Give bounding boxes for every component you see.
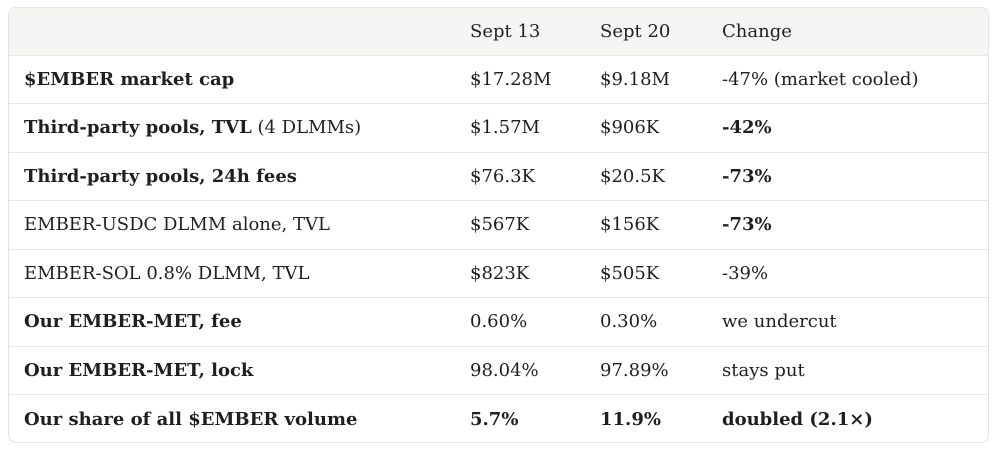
header-sept13: Sept 13 xyxy=(470,20,541,42)
cell-change: we undercut xyxy=(722,311,837,333)
table-row: Third-party pools, 24h fees $76.3K $20.5K -… xyxy=(9,152,988,201)
comparison-table-card: Sept 13 Sept 20 Change $EMBER market cap… xyxy=(8,7,989,443)
table-row: EMBER-USDC DLMM alone, TVL $567K $156K -73% xyxy=(9,200,988,250)
cell-metric: Our EMBER-MET, lock xyxy=(9,346,454,395)
metric-label: Third-party pools, 24h fees xyxy=(24,165,297,187)
metric-suffix: (4 DLMMs) xyxy=(251,117,362,139)
metric-label: EMBER-SOL 0.8% DLMM, TVL xyxy=(24,262,310,284)
cell-sept13: $17.28M xyxy=(470,68,552,90)
cell-sept13: $1.57M xyxy=(470,117,540,139)
cell-sept20: $505K xyxy=(600,262,660,284)
cell-change: -42% xyxy=(722,117,772,139)
cell-sept20: 97.89% xyxy=(600,359,669,381)
cell-sept13: $567K xyxy=(470,214,530,236)
table-body: $EMBER market cap $17.28M $9.18M -47% (mark… xyxy=(9,55,988,443)
metric-label: Third-party pools, TVL xyxy=(24,117,252,139)
cell-metric: EMBER-USDC DLMM alone, TVL xyxy=(9,201,454,250)
cell-sept13: 98.04% xyxy=(470,359,539,381)
cell-metric: Third-party pools, TVL (4 DLMMs) xyxy=(9,104,454,153)
cell-sept20: $9.18M xyxy=(600,68,670,90)
cell-change: -39% xyxy=(722,262,769,284)
cell-sept13: $823K xyxy=(470,262,530,284)
header-sept20: Sept 20 xyxy=(600,20,671,42)
header-metric xyxy=(9,8,454,55)
table-row: Our share of all $EMBER volume 5.7% 11.9% d… xyxy=(9,394,988,443)
cell-sept20: 0.30% xyxy=(600,311,658,333)
cell-change: -73% xyxy=(722,214,772,236)
cell-metric: Our EMBER-MET, fee xyxy=(9,298,454,347)
cell-metric: $EMBER market cap xyxy=(9,55,454,104)
table-header-row: Sept 13 Sept 20 Change xyxy=(9,8,988,55)
header-change: Change xyxy=(722,20,792,42)
cell-change: -73% xyxy=(722,165,772,187)
cell-sept20: $906K xyxy=(600,117,660,139)
metric-label: EMBER-USDC DLMM alone, TVL xyxy=(24,214,330,236)
cell-sept20: 11.9% xyxy=(600,408,661,430)
cell-sept20: $20.5K xyxy=(600,165,665,187)
metric-label: Our EMBER-MET, fee xyxy=(24,311,242,333)
metric-label: $EMBER market cap xyxy=(24,68,235,90)
cell-sept13: 5.7% xyxy=(470,408,519,430)
cell-change: stays put xyxy=(722,359,805,381)
comparison-table: Sept 13 Sept 20 Change $EMBER market cap… xyxy=(9,8,988,443)
cell-sept13: $76.3K xyxy=(470,165,535,187)
cell-sept20: $156K xyxy=(600,214,660,236)
metric-label: Our EMBER-MET, lock xyxy=(24,359,254,381)
table-row: Third-party pools, TVL (4 DLMMs) $1.57M $9… xyxy=(9,103,988,153)
table-row: EMBER-SOL 0.8% DLMM, TVL $823K $505K -39% xyxy=(9,249,988,298)
table-row: Our EMBER-MET, fee 0.60% 0.30% we undercut xyxy=(9,297,988,347)
cell-sept13: 0.60% xyxy=(470,311,528,333)
metric-label: Our share of all $EMBER volume xyxy=(24,408,358,430)
cell-change: -47% (market cooled) xyxy=(722,68,919,90)
cell-metric: Third-party pools, 24h fees xyxy=(9,152,454,201)
cell-change: doubled (2.1×) xyxy=(722,408,873,430)
table-row: $EMBER market cap $17.28M $9.18M -47% (mark… xyxy=(9,55,988,104)
cell-metric: Our share of all $EMBER volume xyxy=(9,395,454,443)
cell-metric: EMBER-SOL 0.8% DLMM, TVL xyxy=(9,249,454,298)
table-row: Our EMBER-MET, lock 98.04% 97.89% stays put xyxy=(9,346,988,395)
